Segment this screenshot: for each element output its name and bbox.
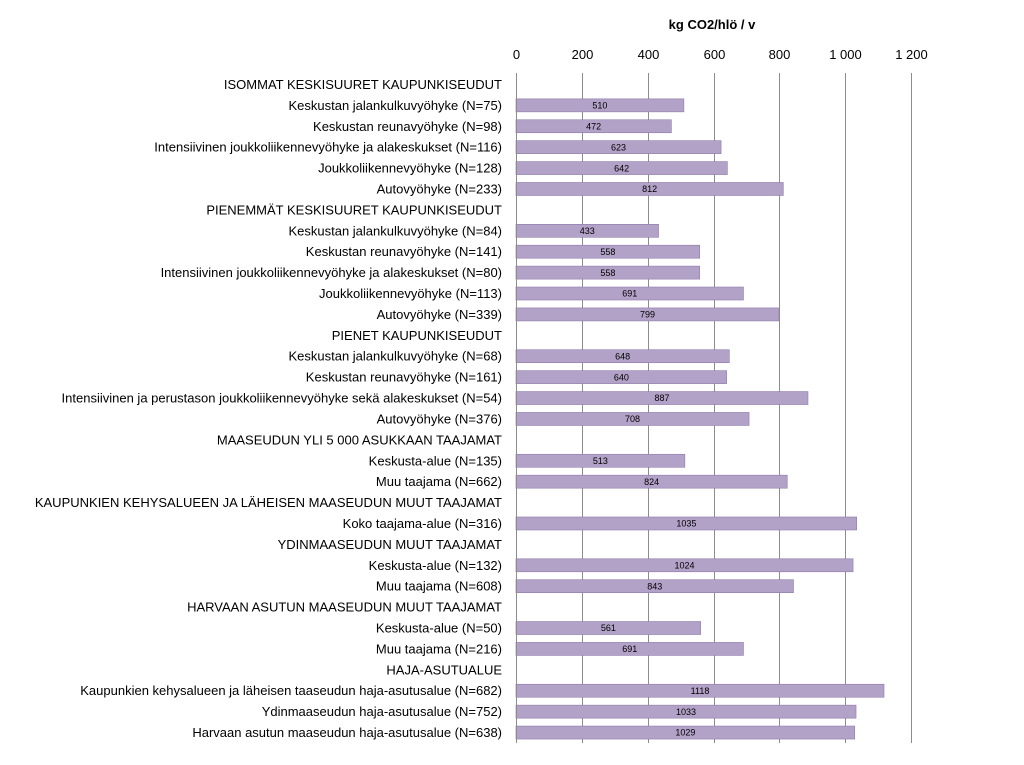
group-heading-label: MAASEUDUN YLI 5 000 ASUKKAAN TAAJAMAT <box>217 432 502 447</box>
group-heading-label: PIENET KAUPUNKISEUDUT <box>332 328 502 343</box>
bar-value-label: 510 <box>592 101 607 111</box>
category-label: Koko taajama-alue (N=316) <box>343 516 502 531</box>
x-tick-label: 1 200 <box>895 47 928 62</box>
category-label: Keskustan jalankulkuvyöhyke (N=84) <box>288 223 502 238</box>
bar-value-label: 708 <box>625 414 640 424</box>
bar-value-label: 640 <box>614 372 629 382</box>
bar-value-label: 623 <box>611 142 626 152</box>
bar-value-label: 558 <box>600 247 615 257</box>
category-label: Keskustan jalankulkuvyöhyke (N=68) <box>288 349 502 364</box>
x-tick-label: 400 <box>638 47 660 62</box>
bar-value-label: 812 <box>642 184 657 194</box>
bar-value-label: 887 <box>654 393 669 403</box>
category-labels: ISOMMAT KESKISUURET KAUPUNKISEUDUT Keskus… <box>35 77 502 740</box>
group-heading-label: HAJA-ASUTUALUE <box>386 662 502 677</box>
category-label: Intensiivinen ja perustason joukkoliiken… <box>62 391 502 406</box>
category-label: Ydinmaaseudun haja-asutusalue (N=752) <box>262 704 502 719</box>
bar-value-label: 824 <box>644 477 659 487</box>
bar-value-label: 1033 <box>676 707 696 717</box>
group-heading-label: YDINMAASEUDUN MUUT TAAJAMAT <box>278 537 502 552</box>
x-tick-label: 0 <box>513 47 520 62</box>
category-label: Muu taajama (N=662) <box>376 474 502 489</box>
category-label: Joukkoliikennevyöhyke (N=113) <box>319 286 502 301</box>
category-label: Muu taajama (N=608) <box>376 579 502 594</box>
bar-value-label: 799 <box>640 310 655 320</box>
group-heading-label: KAUPUNKIEN KEHYSALUEEN JA LÄHEISEN MAASE… <box>35 495 502 510</box>
category-label: Harvaan asutun maaseudun haja-asutusalue… <box>192 725 502 740</box>
bar-value-label: 1029 <box>675 728 695 738</box>
bars: 510 472 623 642 812 433 558 558 691 799 648 640 887 7… <box>515 98 885 740</box>
group-heading-label: ISOMMAT KESKISUURET KAUPUNKISEUDUT <box>224 77 502 92</box>
group-heading-label: PIENEMMÄT KESKISUURET KAUPUNKISEUDUT <box>206 202 502 217</box>
bar-value-label: 843 <box>647 581 662 591</box>
bar-value-label: 1035 <box>676 519 696 529</box>
category-label: Muu taajama (N=216) <box>376 641 502 656</box>
group-heading-label: HARVAAN ASUTUN MAASEUDUN MUUT TAAJAMAT <box>187 600 502 615</box>
category-label: Autovyöhyke (N=233) <box>377 181 502 196</box>
category-label: Intensiivinen joukkoliikennevyöhyke ja a… <box>154 140 502 155</box>
x-tick-label: 200 <box>572 47 594 62</box>
x-axis-title: kg CO2/hlö / v <box>669 17 756 32</box>
category-label: Keskustan reunavyöhyke (N=98) <box>313 119 502 134</box>
bar-value-label: 1118 <box>691 686 710 696</box>
category-label: Keskusta-alue (N=132) <box>369 558 502 573</box>
x-axis-ticks: 0 200 400 600 800 1 000 1 200 <box>513 47 928 62</box>
bar-value-label: 691 <box>622 289 637 299</box>
x-tick-label: 600 <box>704 47 726 62</box>
bar-value-label: 472 <box>586 121 601 131</box>
bar-value-label: 642 <box>614 163 629 173</box>
bar-value-label: 558 <box>600 268 615 278</box>
category-label: Keskusta-alue (N=135) <box>369 453 502 468</box>
bar-value-label: 561 <box>601 623 616 633</box>
category-label: Keskustan jalankulkuvyöhyke (N=75) <box>288 98 502 113</box>
bar-value-label: 691 <box>622 644 637 654</box>
bar-value-label: 1024 <box>675 560 695 570</box>
category-label: Autovyöhyke (N=339) <box>377 307 502 322</box>
category-label: Autovyöhyke (N=376) <box>377 411 502 426</box>
bar-value-label: 513 <box>593 456 608 466</box>
x-tick-label: 800 <box>769 47 791 62</box>
category-label: Keskustan reunavyöhyke (N=141) <box>306 244 502 259</box>
category-label: Joukkoliikennevyöhyke (N=128) <box>318 161 502 176</box>
bar-value-label: 433 <box>580 226 595 236</box>
category-label: Kaupunkien kehysalueen ja läheisen taase… <box>80 683 502 698</box>
bar-value-label: 648 <box>615 351 630 361</box>
category-label: Intensiivinen joukkoliikennevyöhyke ja a… <box>161 265 502 280</box>
category-label: Keskustan reunavyöhyke (N=161) <box>306 370 502 385</box>
x-tick-label: 1 000 <box>829 47 862 62</box>
category-label: Keskusta-alue (N=50) <box>376 621 502 636</box>
